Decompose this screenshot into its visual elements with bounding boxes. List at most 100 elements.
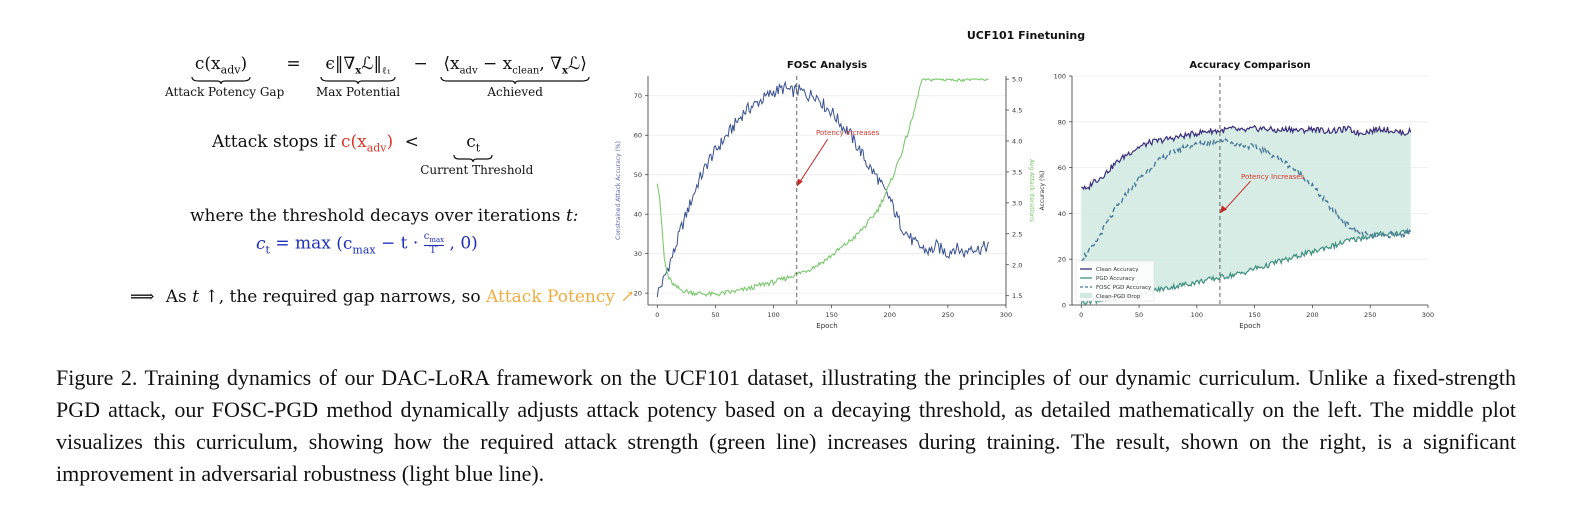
x-tick-label: 0 <box>655 311 659 319</box>
annotation-arrowhead <box>796 178 803 187</box>
max-potential-group: ϵ‖∇xℒ‖ℓ₁ Max Potential <box>310 54 406 99</box>
achieved-group: ⟨xadv − xclean, ∇xℒ⟩ Achieved <box>435 54 595 99</box>
legend-swatch <box>1080 293 1092 298</box>
x-tick-label: 250 <box>942 311 954 319</box>
x-tick-label: 300 <box>1422 311 1434 319</box>
clean-pgd-drop-area <box>1081 125 1411 305</box>
x-axis-label: Epoch <box>1239 322 1260 330</box>
y-axis-right-label: Avg Attack Iterations <box>1028 159 1035 222</box>
y-tick-label: 20 <box>634 290 642 298</box>
series-line-iterations <box>656 78 989 298</box>
decay-text-body: where the threshold decays over iteratio… <box>190 206 561 226</box>
chart-accuracy-comparison: Accuracy Comparison 0 50 100 150 200 250 300 0 20… <box>1039 60 1434 330</box>
threshold-label: Current Threshold <box>420 163 534 178</box>
series-line-accuracy <box>656 80 990 298</box>
ct-minus: − t · <box>375 233 419 254</box>
y-right-tick-label: 2.5 <box>1012 230 1022 238</box>
decay-text: where the threshold decays over iteratio… <box>190 206 579 226</box>
threshold-c: ct <box>466 132 481 155</box>
annotation-arrowhead <box>1219 205 1227 214</box>
x-tick-label: 250 <box>1364 311 1376 319</box>
threshold-formula: ct = max (cmax − t · cmax T′ , 0) <box>256 232 478 256</box>
implies-up: ↑, <box>204 287 225 307</box>
y-tick-label: 0 <box>1062 302 1066 310</box>
legend-label: Clean-PGD Drop <box>1096 294 1141 300</box>
underbrace-threshold <box>453 155 493 163</box>
implies-var: t <box>192 287 200 307</box>
y-right-tick-label: 4.0 <box>1012 137 1022 145</box>
x-tick-label: 50 <box>711 311 719 319</box>
charts-figure: UCF101 Finetuning FOSC Analysis 0 50 100 150… <box>615 29 1434 330</box>
ct-frac-num: cmax <box>423 231 445 246</box>
y-tick-label: 100 <box>1054 73 1066 81</box>
x-tick-label: 300 <box>1000 311 1012 319</box>
x-tick-label: 150 <box>1248 311 1260 319</box>
x-tick-label: 200 <box>884 311 896 319</box>
stop-lt: < <box>404 132 419 152</box>
ct-fraction: cmax T′ <box>423 231 445 256</box>
ct-open: (cmax <box>336 233 376 256</box>
underbrace-gap <box>191 77 251 85</box>
implication: ⟹ As t ↑, the required gap narrows, so A… <box>130 287 635 307</box>
implies-text1: As <box>165 287 187 307</box>
stop-c: c(xadv) <box>340 132 394 155</box>
chart-title: Accuracy Comparison <box>1189 60 1310 71</box>
implies-highlight: Attack Potency ↗ <box>486 287 635 307</box>
gap-equation: c(xadv) Attack Potency Gap = ϵ‖∇xℒ‖ℓ₁ Ma… <box>165 54 595 99</box>
series-line-clean <box>1081 124 1412 191</box>
y-tick-label: 80 <box>1058 118 1066 126</box>
y-right-tick-label: 3.0 <box>1012 199 1022 207</box>
x-tick-label: 150 <box>825 311 837 319</box>
gap-label: Attack Potency Gap <box>165 85 285 100</box>
gap-lhs-group: c(xadv) Attack Potency Gap <box>165 54 285 100</box>
y-tick-label: 20 <box>1058 256 1066 264</box>
legend-label: PGD Accuracy <box>1096 276 1135 282</box>
decay-var: t: <box>565 206 579 226</box>
equation-panel: c(xadv) Attack Potency Gap = ϵ‖∇xℒ‖ℓ₁ Ma… <box>0 0 635 330</box>
y-right-tick-label: 1.5 <box>1012 292 1022 300</box>
y-right-tick-label: 2.0 <box>1012 261 1022 269</box>
y-tick-label: 60 <box>634 132 642 140</box>
implies-text2: the required gap narrows, so <box>229 287 481 307</box>
x-tick-label: 100 <box>767 311 779 319</box>
ct-lhs: ct <box>256 233 270 256</box>
underbrace-max <box>320 77 396 85</box>
figure-caption: Figure 2. Training dynamics of our DAC-L… <box>56 365 1516 486</box>
x-tick-label: 200 <box>1306 311 1318 319</box>
implies-arrow: ⟹ <box>130 287 155 307</box>
legend-label: Clean Accuracy <box>1096 267 1139 273</box>
stop-condition: Attack stops if c(xadv) < ct Current Thr… <box>212 132 534 178</box>
annotation-text: Potency Increases <box>1241 173 1305 181</box>
max-potential-label: Max Potential <box>315 85 401 100</box>
y-tick-label: 40 <box>1058 210 1066 218</box>
y-axis-label: Constrained Attack Accuracy (%) <box>615 141 622 240</box>
achieved-expr: ⟨xadv − xclean, ∇xℒ⟩ <box>443 54 587 77</box>
max-potential-expr: ϵ‖∇xℒ‖ℓ₁ <box>325 54 391 77</box>
annotation-text: Potency Increases <box>816 129 880 137</box>
stop-prefix: Attack stops if <box>212 132 336 152</box>
y-tick-label: 30 <box>634 250 642 258</box>
chart-title: FOSC Analysis <box>787 60 867 71</box>
y-tick-label: 40 <box>634 211 642 219</box>
y-tick-label: 60 <box>1058 164 1066 172</box>
annotation-arrow-line <box>798 138 829 184</box>
x-tick-label: 100 <box>1191 311 1203 319</box>
y-tick-label: 50 <box>634 171 642 179</box>
y-right-tick-label: 5.0 <box>1012 76 1022 84</box>
y-axis-label: Accuracy (%) <box>1039 171 1046 211</box>
gap-lhs: c(xadv) <box>194 54 248 77</box>
achieved-label: Achieved <box>487 85 543 100</box>
y-right-tick-label: 4.5 <box>1012 107 1022 115</box>
minus-sign: − <box>413 54 428 74</box>
y-right-tick-label: 3.5 <box>1012 168 1022 176</box>
chart-fosc-analysis: FOSC Analysis 0 50 100 150 200 250 300 20 30 40 50 6… <box>615 60 1035 330</box>
y-tick-label: 70 <box>634 92 642 100</box>
equals-sign: = <box>286 54 301 74</box>
threshold-group: ct Current Threshold <box>420 132 534 178</box>
x-axis-label: Epoch <box>816 322 837 330</box>
x-tick-label: 0 <box>1079 311 1083 319</box>
legend-label: FOSC PGD Accuracy <box>1096 285 1152 291</box>
ct-close: , 0) <box>449 233 478 254</box>
underbrace-achieved <box>440 77 590 85</box>
ct-eq: = max <box>275 233 331 254</box>
